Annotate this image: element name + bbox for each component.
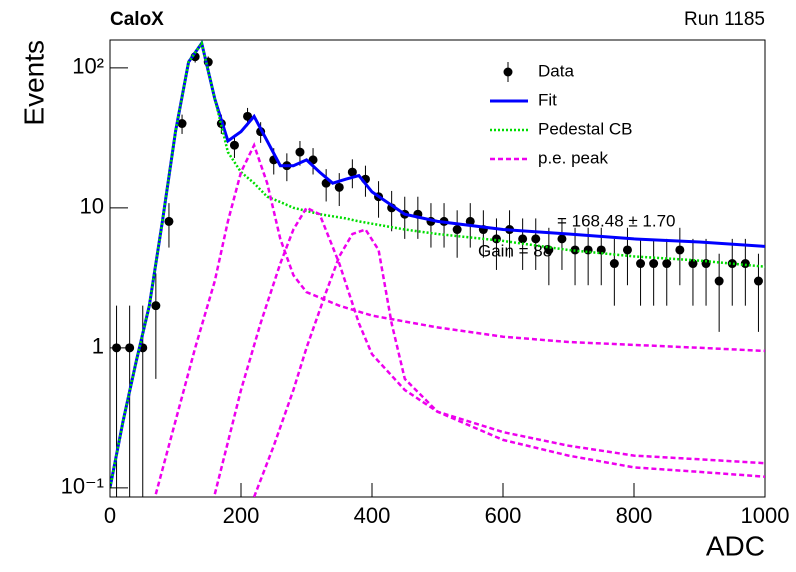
fit-curve	[154, 141, 765, 495]
data-point	[701, 259, 711, 269]
data-point	[347, 167, 357, 177]
x-axis-label: ADC	[706, 530, 765, 561]
data-point	[727, 259, 737, 269]
fit-curve	[213, 206, 765, 495]
data-point	[164, 216, 174, 226]
y-axis-label: Events	[18, 40, 49, 126]
annotation: Gain = 88	[478, 241, 552, 260]
data-point	[491, 234, 501, 244]
y-tick-label: 1	[92, 334, 104, 359]
data-point	[243, 111, 253, 121]
data-point	[229, 140, 239, 150]
data-point	[177, 119, 187, 129]
data-point	[740, 259, 750, 269]
data-point	[675, 245, 685, 255]
data-point	[125, 343, 135, 353]
legend-label: p.e. peak	[538, 148, 608, 167]
data-point	[622, 245, 632, 255]
data-point	[465, 216, 475, 226]
data-point	[636, 259, 646, 269]
frame	[109, 39, 766, 498]
data-point	[518, 234, 528, 244]
x-tick-label: 200	[223, 503, 260, 528]
legend-marker	[503, 67, 513, 77]
data-point	[714, 276, 724, 286]
data-point	[753, 276, 763, 286]
plot-area	[110, 40, 765, 497]
y-tick-label: 10²	[72, 54, 104, 79]
x-tick-label: 400	[354, 503, 391, 528]
y-tick-label: 10⁻¹	[61, 474, 104, 499]
legend-label: Data	[538, 61, 574, 80]
x-tick-label: 1000	[741, 503, 790, 528]
fit-curve	[110, 40, 765, 489]
legend-label: Pedestal CB	[538, 119, 633, 138]
data-point	[557, 234, 567, 244]
data-point	[151, 301, 161, 311]
chart-title: CaloX	[110, 9, 164, 30]
data-point	[531, 234, 541, 244]
data-point	[452, 225, 462, 235]
data-point	[662, 259, 672, 269]
y-tick-label: 10	[80, 194, 104, 219]
fit-curve	[252, 227, 765, 497]
x-tick-label: 0	[104, 503, 116, 528]
data-point	[649, 259, 659, 269]
data-point	[295, 147, 305, 157]
data-point	[609, 259, 619, 269]
run-label: Run 1185	[684, 9, 765, 30]
x-tick-label: 600	[485, 503, 522, 528]
x-tick-label: 800	[616, 503, 653, 528]
data-point	[334, 182, 344, 192]
annotation: = 168.48 ± 1.70	[557, 211, 676, 230]
data-point	[583, 245, 593, 255]
legend-label: Fit	[538, 90, 557, 109]
